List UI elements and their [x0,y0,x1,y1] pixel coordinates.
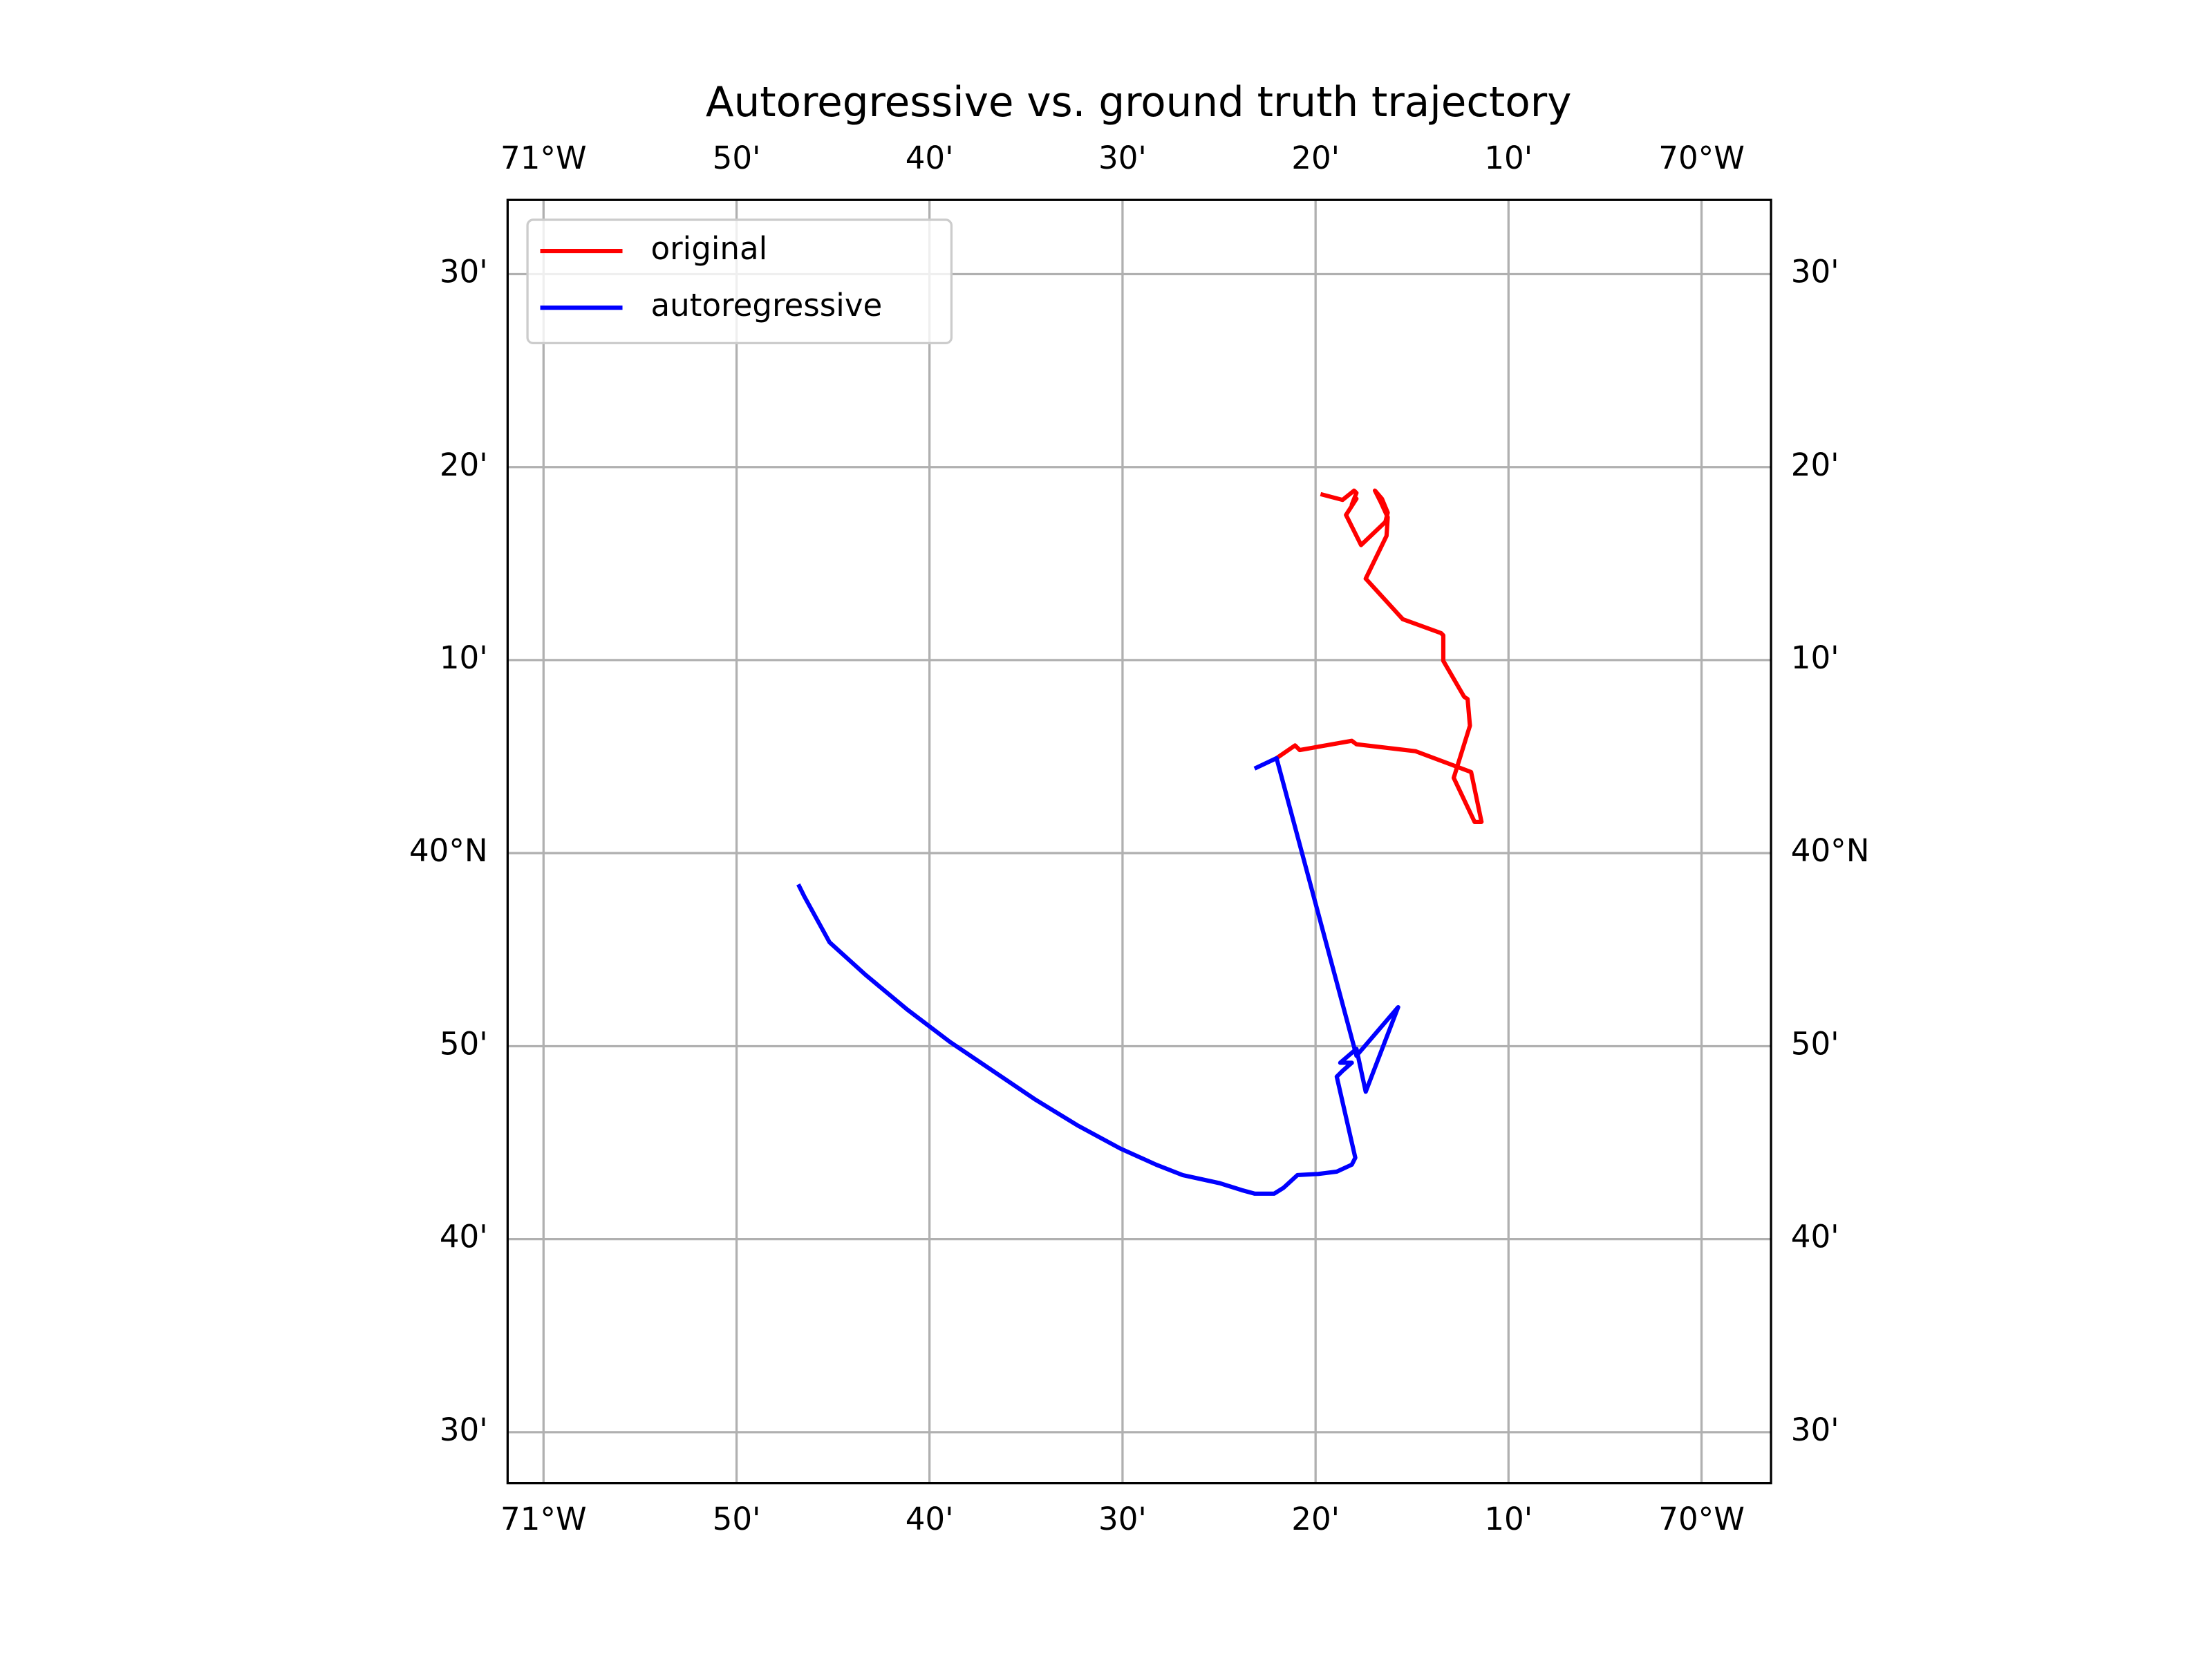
legend: original autoregressive [526,218,953,345]
x-tick-label: 20' [1291,140,1340,176]
y-tick-label: 40' [440,1219,488,1255]
x-tick-label: 40' [906,140,954,176]
legend-label: original [651,230,768,267]
x-tick-label: 71°W [500,1501,587,1537]
x-tick-label: 30' [1098,1501,1147,1537]
x-tick-label: 40' [906,1501,954,1537]
y-tick-label: 20' [440,447,488,483]
x-tick-label: 10' [1484,1501,1533,1537]
y-tick-label: 30' [1791,1412,1839,1448]
y-tick-label: 50' [440,1025,488,1062]
chart-title: Autoregressive vs. ground truth trajecto… [706,79,1571,126]
y-tick-label: 30' [440,253,488,290]
y-tick-label: 10' [440,639,488,676]
x-tick-label: 50' [713,140,761,176]
y-tick-label: 30' [440,1412,488,1448]
x-tick-label: 10' [1484,140,1533,176]
x-tick-label: 71°W [500,140,587,176]
trajectory-line [1275,488,1484,825]
y-tick-label: 30' [1791,253,1839,290]
legend-box [526,218,953,345]
x-tick-label: 20' [1291,1501,1340,1537]
x-tick-label: 50' [713,1501,761,1537]
trajectory-line [796,756,1400,1196]
plot-frame [506,198,1772,1485]
y-tick-label: 20' [1791,447,1839,483]
x-tick-label: 70°W [1658,1501,1745,1537]
y-tick-label: 10' [1791,639,1839,676]
legend-label: autoregressive [651,287,883,324]
y-tick-label: 40' [1791,1219,1839,1255]
y-tick-label: 40°N [409,832,488,869]
y-tick-label: 40°N [1791,832,1870,869]
x-tick-label: 70°W [1658,140,1745,176]
y-tick-label: 50' [1791,1025,1839,1062]
x-tick-label: 30' [1098,140,1147,176]
